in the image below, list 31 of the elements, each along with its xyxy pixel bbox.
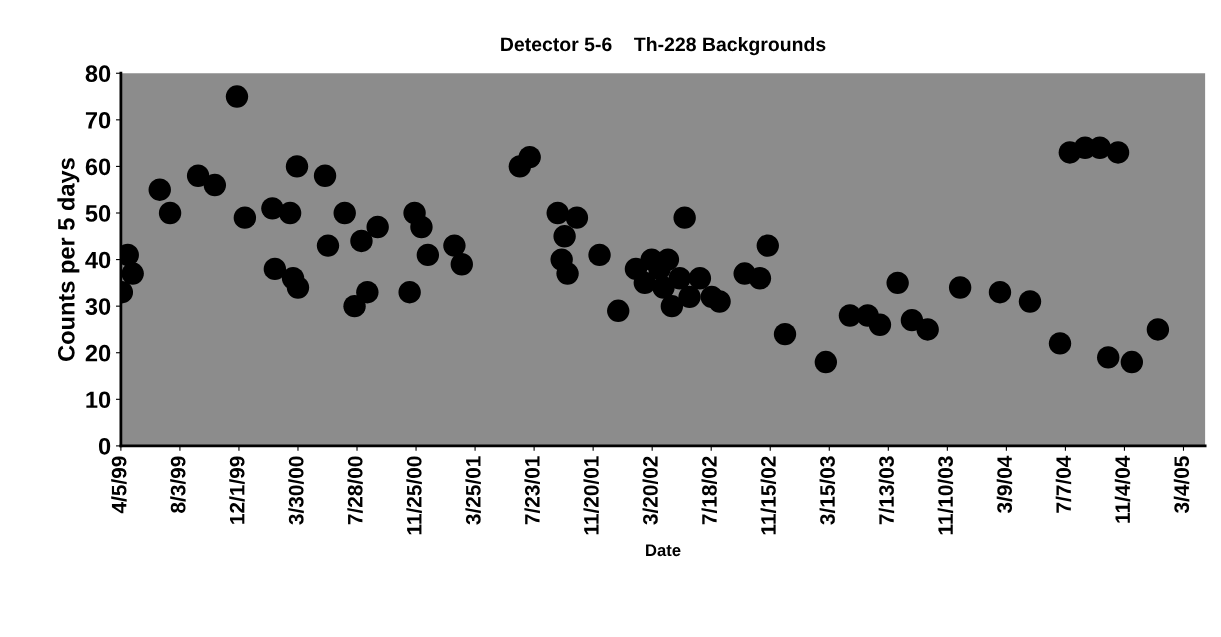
x-tick-label: 3/15/03 (819, 456, 836, 525)
y-tick-label: 80 (85, 65, 111, 83)
x-tick-label: 4/5/99 (111, 456, 127, 514)
y-tick-label: 40 (85, 251, 111, 269)
x-tick-label: 7/18/02 (701, 456, 718, 525)
y-axis-title: Counts per 5 days (57, 158, 80, 361)
y-tick-label: 50 (85, 205, 111, 222)
x-tick-label: 8/3/99 (170, 456, 186, 513)
x-tick-label: 11/15/02 (760, 456, 777, 535)
x-tick-label: 3/25/01 (465, 456, 481, 525)
y-tick-label: 20 (85, 344, 111, 362)
y-tick-label: 10 (86, 391, 111, 409)
y-tick-label: 60 (85, 158, 111, 176)
x-tick-label: 3/9/04 (996, 455, 1013, 514)
x-tick-label: 12/1/99 (229, 456, 245, 524)
x-tick-label: 11/20/01 (583, 456, 599, 535)
y-tick-label: 30 (85, 298, 111, 315)
x-tick-label: 7/28/00 (347, 456, 363, 525)
x-tick-label: 3/30/00 (288, 456, 304, 525)
x-tick-label: 11/25/00 (406, 456, 422, 535)
x-tick-label: 7/13/03 (878, 456, 895, 525)
x-tick-label: 7/7/04 (1055, 455, 1072, 513)
y-tick-label: 70 (85, 111, 111, 129)
x-tick-label: 3/4/05 (1173, 456, 1190, 514)
x-axis-title: Date (646, 544, 681, 557)
x-tick-label: 7/23/01 (524, 456, 540, 525)
x-tick-label: 11/4/04 (1114, 455, 1131, 523)
x-tick-label: 11/10/03 (937, 456, 954, 535)
y-tick-label: 0 (98, 437, 111, 455)
x-tick-label: 3/20/02 (642, 456, 658, 525)
chart-title: Detector 5-6 Th-228 Backgrounds (501, 36, 826, 56)
